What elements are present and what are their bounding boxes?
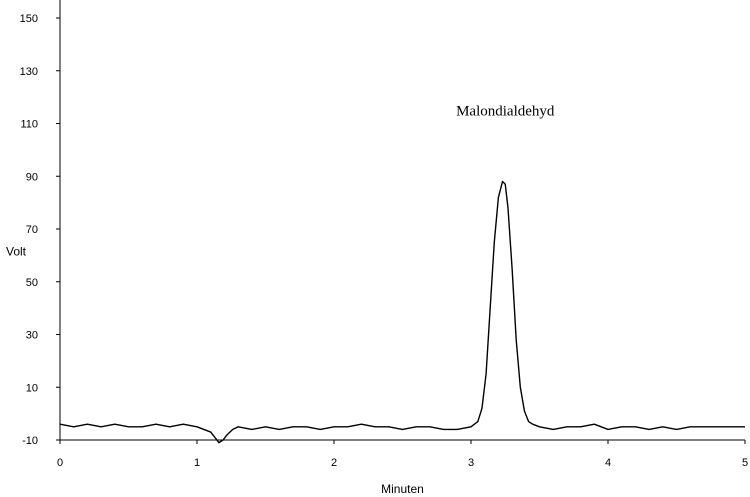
x-tick-label: 3	[468, 457, 474, 469]
y-tick-label: 150	[20, 13, 38, 25]
series-line	[59, 180, 745, 444]
y-tick-label: -10	[22, 435, 38, 447]
y-tick-label: 10	[26, 382, 38, 394]
y-tick-label: 130	[20, 66, 38, 78]
y-tick-label: 70	[26, 224, 38, 236]
y-tick-label: 90	[26, 171, 38, 183]
x-tick-label: 2	[331, 457, 337, 469]
x-tick-label: 5	[742, 457, 748, 469]
y-tick-label: 30	[26, 330, 38, 342]
x-tick-label: 0	[57, 457, 63, 469]
y-tick-label: 110	[20, 119, 38, 131]
y-tick-label: 50	[26, 277, 38, 289]
annotations: Malondialdehyd	[456, 104, 555, 120]
y-axis-label: Volt	[6, 244, 27, 258]
x-axis-ticks: 0 1 2 3 4 5	[57, 440, 748, 469]
y-axis-ticks: -10 10 30 50 70 90 110 130 150	[20, 13, 60, 447]
plot-area	[59, 0, 745, 441]
x-axis-label: Minuten	[381, 482, 424, 496]
x-tick-label: 4	[605, 457, 611, 469]
x-tick-label: 1	[194, 457, 200, 469]
series-layer	[59, 180, 745, 444]
peak-annotation: Malondialdehyd	[456, 104, 555, 120]
